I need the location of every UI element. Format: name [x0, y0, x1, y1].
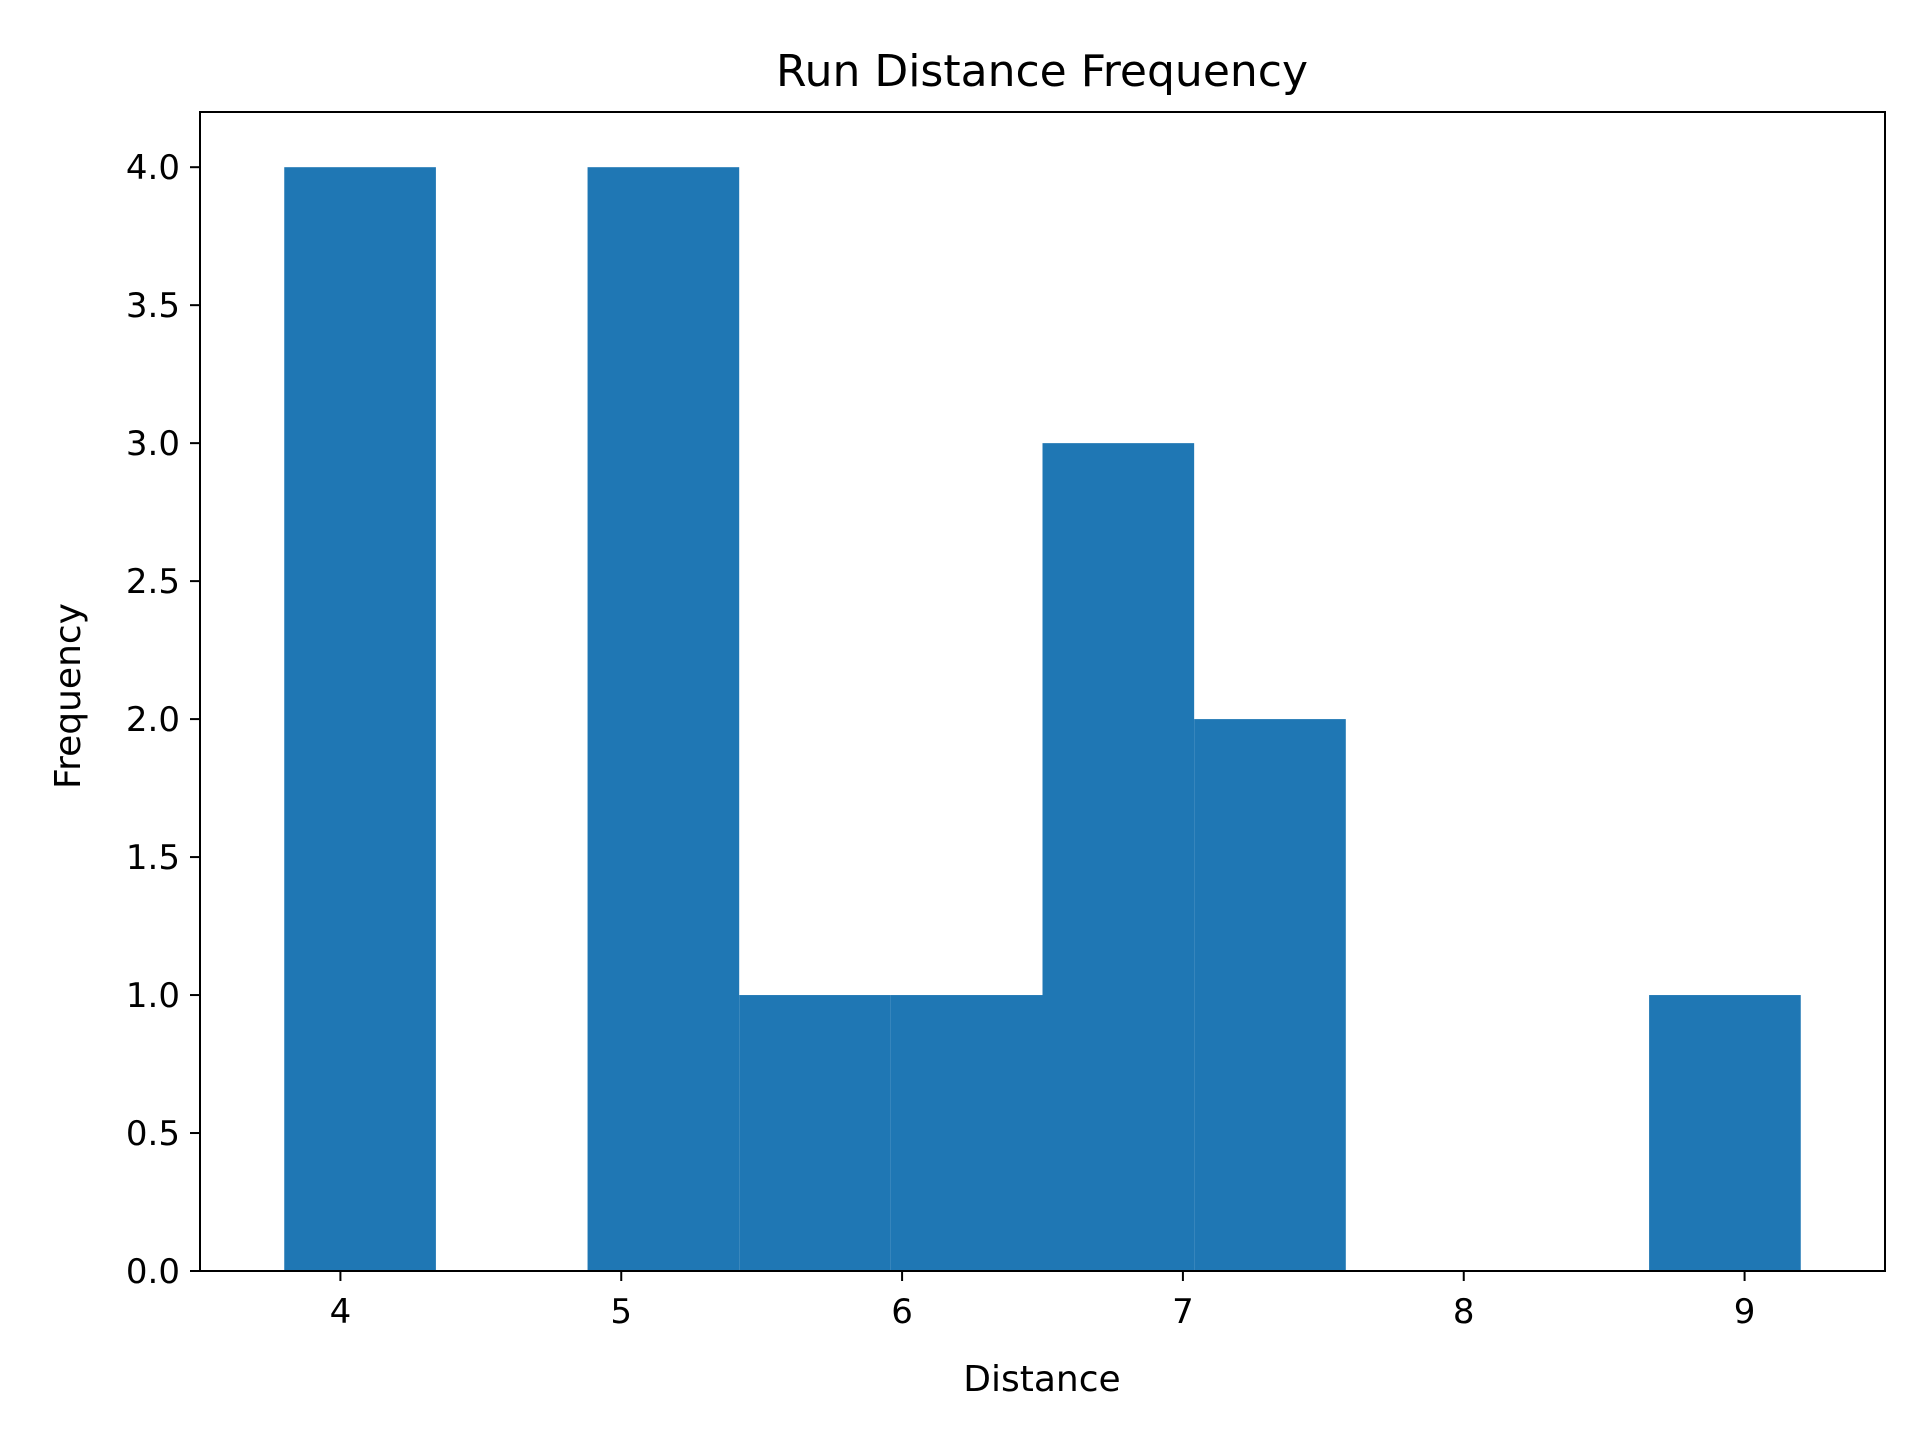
histogram-bar-10 — [1649, 995, 1801, 1271]
y-tick-label: 0.5 — [126, 1114, 180, 1154]
y-tick-label: 1.5 — [126, 838, 180, 878]
x-tick-label: 7 — [1172, 1292, 1194, 1332]
y-tick-label: 2.0 — [126, 700, 180, 740]
x-tick-label: 5 — [610, 1292, 632, 1332]
x-tick-label: 6 — [891, 1292, 913, 1332]
x-tick-label: 9 — [1734, 1292, 1756, 1332]
histogram-bar-3 — [587, 167, 740, 1272]
y-tick-label: 1.0 — [126, 976, 180, 1016]
histogram-bar-5 — [890, 995, 1043, 1271]
plot-frame — [199, 111, 1886, 1272]
chart-title: Run Distance Frequency — [776, 46, 1308, 97]
histogram-bar-4 — [739, 995, 891, 1271]
histogram-bar-7 — [1194, 719, 1346, 1271]
x-axis-label: Distance — [963, 1359, 1120, 1400]
histogram-bar-1 — [284, 167, 436, 1272]
y-tick-label: 3.0 — [126, 424, 180, 464]
y-axis-label: Frequency — [48, 603, 89, 789]
y-tick-label: 3.5 — [126, 286, 180, 326]
y-tick-label: 4.0 — [126, 148, 180, 188]
histogram-bar-6 — [1042, 443, 1195, 1271]
axes-group: 4 5 6 7 8 9 0.0 0.5 1.0 1.5 2.0 2.5 3.0 3.5 4.0 — [126, 111, 1886, 1332]
x-tick-label: 4 — [330, 1292, 352, 1332]
bars-group — [284, 167, 1801, 1272]
y-tick-label: 2.5 — [126, 562, 180, 602]
y-tick-label: 0.0 — [126, 1252, 180, 1292]
x-tick-label: 8 — [1453, 1292, 1475, 1332]
